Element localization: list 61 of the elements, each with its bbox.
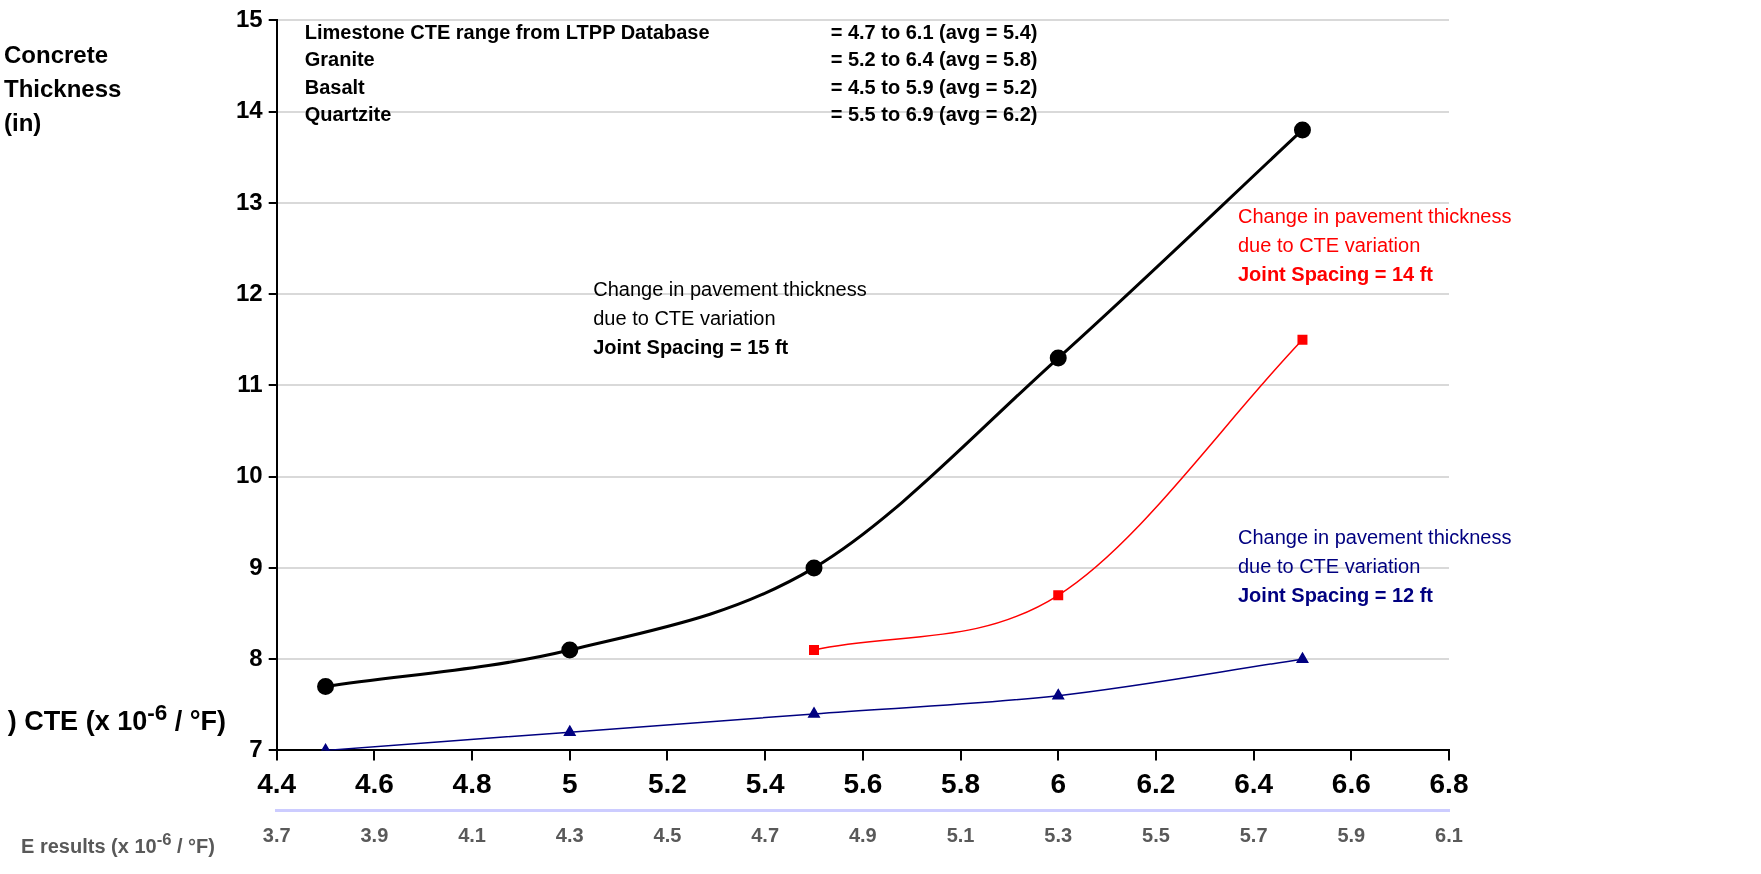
- x-tick-label: 4.8: [452, 767, 492, 799]
- point: [805, 559, 823, 577]
- y-axis-title: Concrete Thickness (in): [4, 40, 122, 138]
- x2-tick-label: 5.1: [946, 823, 975, 846]
- x2-tick-label: 3.9: [360, 823, 389, 846]
- x2-tick-label: 5.9: [1337, 823, 1366, 846]
- annotation: = 4.7 to 6.1 (avg = 5.4): [830, 20, 1038, 43]
- y-tick-label: 11: [237, 370, 263, 398]
- y-tick-label: 15: [235, 5, 263, 33]
- annotation: = 5.5 to 6.9 (avg = 6.2): [830, 103, 1038, 126]
- x-tick-label: 6.6: [1331, 767, 1371, 799]
- point: [563, 725, 576, 736]
- x-tick-label: 4.4: [257, 767, 297, 799]
- x2-tick-label: 4.1: [458, 823, 486, 846]
- annotation: Quartzite: [304, 103, 392, 126]
- point: [808, 707, 820, 718]
- annotation: = 4.5 to 5.9 (avg = 5.2): [830, 75, 1038, 98]
- point: [317, 678, 335, 696]
- x-tick-label: 6.4: [1234, 767, 1274, 799]
- point: [1297, 334, 1308, 345]
- point: [1052, 688, 1065, 700]
- annotation: Basalt: [304, 75, 366, 98]
- text: Change in pavement thickness due to CTE variation Joint Spacing = 15 ft: [593, 278, 867, 359]
- x-tick-label: 5.2: [647, 767, 687, 799]
- point: [561, 641, 579, 659]
- annotation: Limestone CTE range from LTPP Database: [304, 20, 710, 43]
- x2-axis-title: E results (x 10$^{-6}$ / °F): [21, 830, 215, 858]
- y-tick-label: 10: [235, 461, 263, 489]
- x-tick-label: 5.4: [745, 767, 786, 799]
- x2-tick-label: 3.7: [262, 823, 291, 846]
- x2-tick-label: 6.1: [1435, 823, 1463, 846]
- x2-tick-label: 4.5: [653, 823, 682, 846]
- point: [809, 645, 819, 656]
- x2-tick-label: 5.7: [1239, 823, 1268, 846]
- y-tick-label: 12: [235, 278, 263, 306]
- x2-tick-label: 5.5: [1142, 823, 1170, 846]
- x-tick-label: 5.8: [941, 767, 981, 799]
- x-tick-label: 5: [561, 767, 578, 799]
- x-tick-label: 6.2: [1136, 767, 1176, 799]
- x2-tick-label: 5.3: [1044, 823, 1073, 846]
- y-tick-label: 9: [249, 552, 263, 580]
- x-tick-label: 4.6: [354, 767, 394, 799]
- point: [1049, 349, 1067, 367]
- x-tick-label: 6.8: [1429, 767, 1469, 799]
- point: [1296, 652, 1309, 663]
- y-tick-label: 13: [235, 187, 263, 215]
- y-tick-label: 14: [235, 96, 264, 124]
- x-tick-label: 6: [1050, 767, 1067, 799]
- annotation: Granite: [304, 48, 375, 71]
- annotation: = 5.2 to 6.4 (avg = 5.8): [830, 48, 1038, 71]
- y-tick-label: 8: [249, 643, 263, 671]
- x2-tick-label: 4.9: [848, 823, 877, 846]
- x-tick-label: 5.6: [843, 767, 883, 799]
- point: [1053, 590, 1064, 601]
- text: Change in pavement thickness due to CTE variation Joint Spacing = 14 ft: [1237, 205, 1512, 286]
- text: Change in pavement thickness due to CTE variation Joint Spacing = 12 ft: [1237, 526, 1512, 607]
- point: [1293, 121, 1311, 139]
- y-tick-label: 7: [249, 735, 263, 763]
- x-axis-title: ) CTE (x 10$^{-6}$ / °F): [7, 700, 226, 737]
- x2-tick-label: 4.3: [555, 823, 584, 846]
- x2-tick-label: 4.7: [751, 823, 780, 846]
